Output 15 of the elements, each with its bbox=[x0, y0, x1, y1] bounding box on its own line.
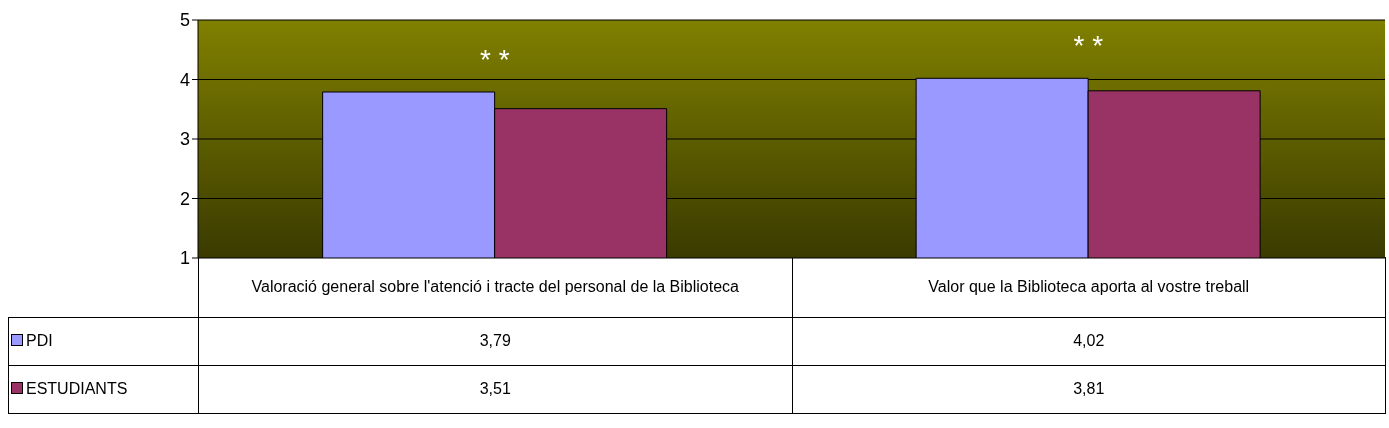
data-label: 3,81 bbox=[792, 365, 1386, 413]
legend-label: ESTUDIANTS bbox=[25, 380, 128, 397]
y-tick-label: 1 bbox=[179, 248, 190, 269]
data-label: 3,79 bbox=[198, 317, 792, 365]
annotation: * * bbox=[1072, 30, 1105, 63]
data-label: 3,51 bbox=[198, 365, 792, 413]
x-tick-label: Valoració general sobre l'atenció i tracte del personal de la Biblioteca bbox=[198, 257, 792, 317]
annotation: * * bbox=[478, 43, 511, 76]
y-tick-label: 5 bbox=[179, 10, 190, 31]
y-tick-label: 2 bbox=[179, 188, 190, 209]
y-tick-label: 3 bbox=[179, 129, 190, 150]
legend-label: PDI bbox=[25, 332, 53, 349]
data-label: 4,02 bbox=[792, 317, 1386, 365]
y-tick-label: 4 bbox=[179, 69, 190, 90]
x-tick-label: Valor que la Biblioteca aporta al vostre treball bbox=[792, 257, 1386, 317]
